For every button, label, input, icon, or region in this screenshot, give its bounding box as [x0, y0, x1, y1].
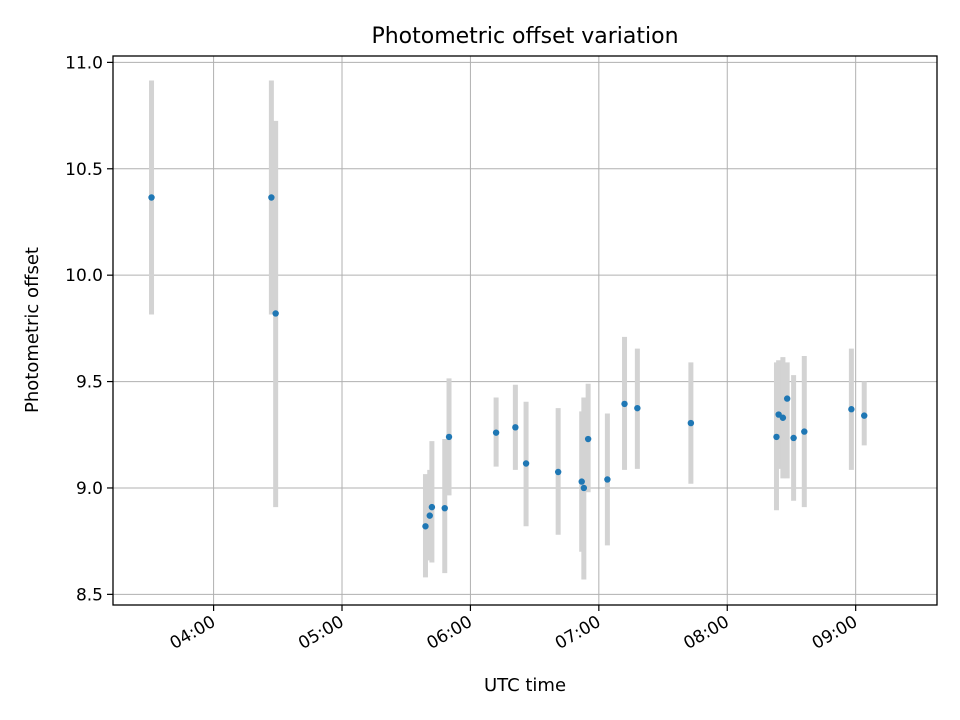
data-point	[848, 406, 855, 413]
data-point	[801, 428, 808, 435]
data-point	[428, 503, 436, 511]
data-point	[580, 484, 588, 492]
data-point	[422, 523, 429, 530]
y-axis: 8.5 9.0 9.5 10.0 10.5 11.0	[65, 53, 113, 605]
grid	[113, 56, 937, 605]
data-point	[426, 512, 433, 519]
y-tick-label: 10.0	[65, 266, 103, 286]
data-point	[687, 419, 695, 427]
data-point	[441, 504, 448, 512]
data-point	[578, 478, 585, 485]
data-point	[492, 429, 500, 436]
data-point	[272, 310, 279, 317]
data-point	[861, 412, 868, 419]
data-points	[148, 194, 868, 530]
x-axis-label: UTC time	[484, 675, 566, 696]
data-point	[512, 424, 519, 431]
y-tick-label: 8.5	[76, 585, 103, 605]
y-tick-label: 9.0	[76, 479, 103, 499]
chart-title: Photometric offset variation	[371, 24, 678, 49]
y-tick-label: 11.0	[65, 53, 103, 73]
data-point	[783, 395, 791, 402]
data-point	[554, 468, 562, 476]
data-point	[634, 404, 641, 412]
data-point	[790, 434, 797, 442]
data-point	[584, 435, 592, 443]
data-point	[522, 460, 530, 467]
plot-frame	[112, 55, 938, 606]
y-axis-label: Photometric offset	[22, 247, 43, 413]
data-point	[604, 476, 611, 483]
data-point	[621, 400, 628, 408]
data-point	[148, 194, 155, 201]
data-point	[773, 433, 780, 441]
y-tick-label: 9.5	[76, 373, 103, 393]
y-tick-label: 10.5	[65, 160, 103, 180]
data-point	[779, 414, 787, 421]
data-point	[445, 433, 453, 441]
data-point	[268, 194, 275, 201]
